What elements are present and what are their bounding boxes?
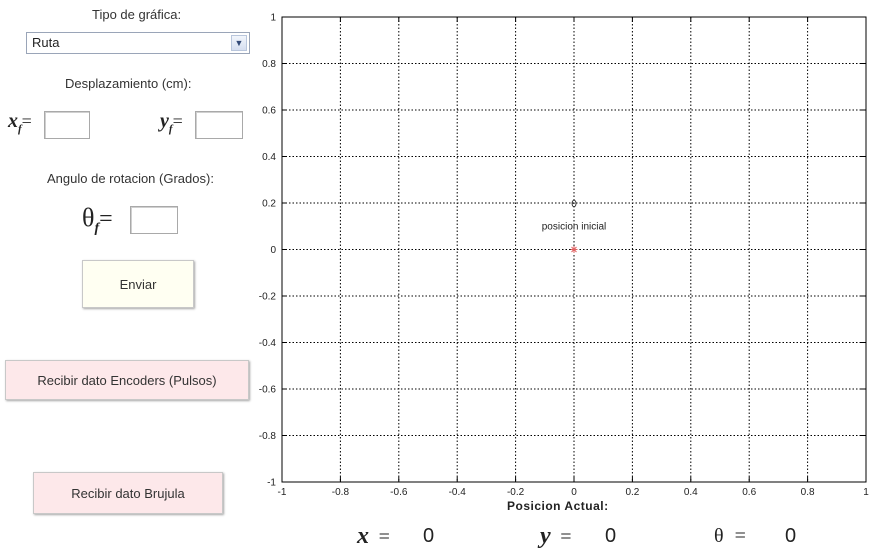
send-button[interactable]: Enviar <box>82 260 194 308</box>
x-tick-label: -0.6 <box>390 487 408 498</box>
x-tick-label: -0.4 <box>449 487 467 498</box>
x-tick-label: 0 <box>571 487 577 498</box>
y-tick-label: -0.8 <box>259 431 277 442</box>
y-tick-label: 0 <box>270 245 276 256</box>
chart-grid <box>282 17 866 482</box>
x-readout: x = <box>357 523 390 549</box>
chart-type-select[interactable]: Ruta ▼ <box>26 32 250 54</box>
x-value: 0 <box>423 525 435 547</box>
x-tick-label: -0.2 <box>507 487 525 498</box>
y-tick-label: 0.6 <box>262 106 276 117</box>
chart-ticks <box>281 16 867 483</box>
current-position-title: Posicion Actual: <box>507 499 609 513</box>
y-tick-label: 1 <box>270 13 276 24</box>
x-tick-label: 0.8 <box>801 487 815 498</box>
y-symbol: y <box>540 523 551 549</box>
angle-label: Angulo de rotacion (Grados): <box>47 171 214 186</box>
x-tick-label: 1 <box>863 487 869 498</box>
x-symbol: x <box>357 523 369 549</box>
y-tick-label: -0.6 <box>259 385 277 396</box>
theta-readout: θ = <box>714 525 746 547</box>
x-tick-label: 0.6 <box>742 487 756 498</box>
chart-annotation: 0 <box>571 199 577 210</box>
y-readout: y = <box>540 523 572 549</box>
chart-type-selected-value: Ruta <box>32 35 60 50</box>
receive-encoders-button[interactable]: Recibir dato Encoders (Pulsos) <box>5 360 249 400</box>
xf-input[interactable] <box>44 111 90 139</box>
theta-value: 0 <box>785 525 797 547</box>
x-tick-label: -1 <box>278 487 287 498</box>
y-tick-label: -1 <box>267 478 276 489</box>
yf-symbol: yf= <box>160 110 183 135</box>
theta-f-symbol: θf= <box>82 203 113 237</box>
receive-compass-button[interactable]: Recibir dato Brujula <box>33 472 223 514</box>
y-tick-label: 0.8 <box>262 59 276 70</box>
x-tick-label: 0.2 <box>625 487 639 498</box>
xf-symbol: xf= <box>8 110 32 135</box>
plot-area-frame <box>281 16 867 483</box>
chevron-down-icon[interactable]: ▼ <box>231 35 247 51</box>
theta-f-input[interactable] <box>130 206 178 234</box>
y-tick-label: 0.4 <box>262 152 276 163</box>
x-tick-label: -0.8 <box>332 487 350 498</box>
chart-type-label: Tipo de gráfica: <box>92 7 182 22</box>
point-label: posicion inicial <box>542 222 606 233</box>
chart-tick-labels: -1 -0.8 -0.6 -0.4 -0.2 0 0.2 0.4 0.6 0.8 1 -1 -0.8 -0… <box>259 13 869 499</box>
chart-points: posicion inicial 0 <box>542 199 606 253</box>
y-tick-label: -0.2 <box>259 292 277 303</box>
theta-symbol: θ <box>714 525 724 547</box>
y-value: 0 <box>605 525 617 547</box>
y-tick-label: -0.4 <box>259 338 277 349</box>
yf-input[interactable] <box>195 111 243 139</box>
y-tick-label: 0.2 <box>262 199 276 210</box>
x-tick-label: 0.4 <box>684 487 698 498</box>
displacement-label: Desplazamiento (cm): <box>65 76 192 91</box>
data-point-marker <box>570 246 578 253</box>
